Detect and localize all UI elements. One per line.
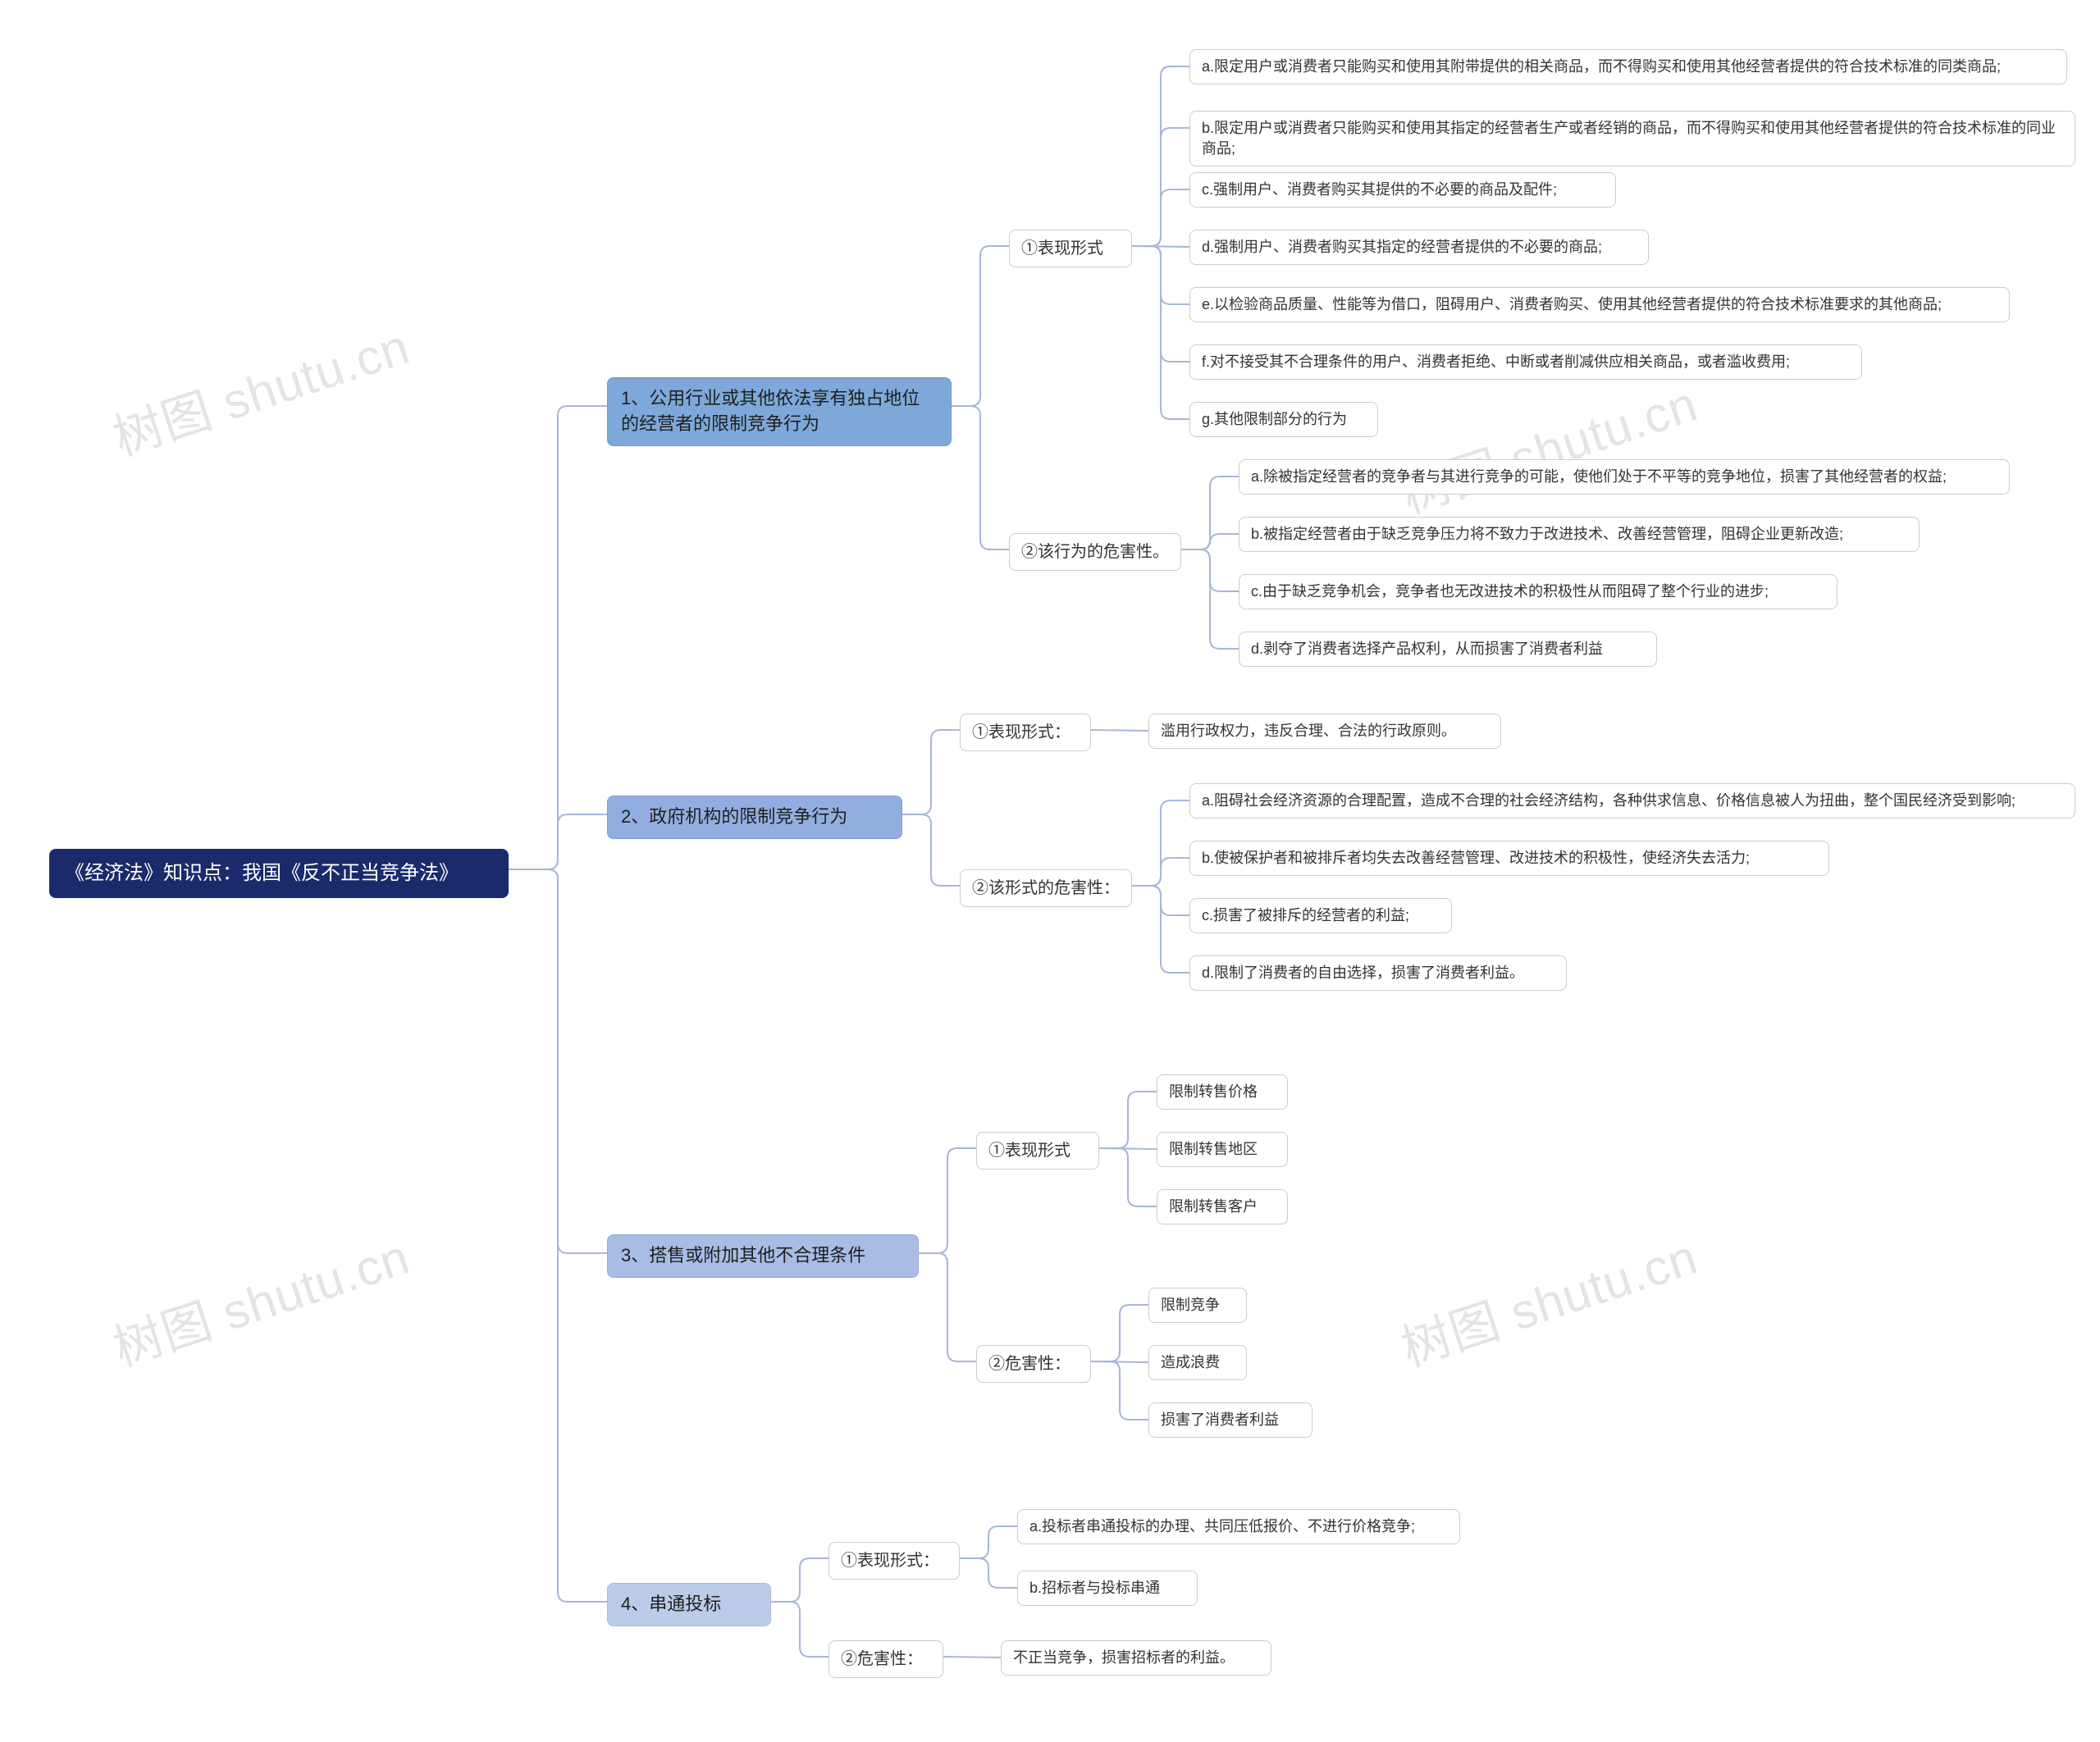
leaf-node: d.强制用户、消费者购买其指定的经营者提供的不必要的商品; bbox=[1189, 230, 1649, 265]
leaf-node: 损害了消费者利益 bbox=[1148, 1402, 1312, 1438]
branch-node: 2、政府机构的限制竞争行为 bbox=[607, 796, 902, 839]
mindmap-canvas: 树图 shutu.cn 树图 shutu.cn 树图 shutu.cn 树图 shut… bbox=[0, 0, 2100, 1742]
branch-node: 1、公用行业或其他依法享有独占地位的经营者的限制竞争行为 bbox=[607, 377, 952, 446]
leaf-node: c.强制用户、消费者购买其提供的不必要的商品及配件; bbox=[1189, 172, 1616, 207]
sub-node: ①表现形式 bbox=[976, 1132, 1099, 1170]
leaf-node: e.以检验商品质量、性能等为借口，阻碍用户、消费者购买、使用其他经营者提供的符合… bbox=[1189, 287, 2010, 322]
leaf-node: a.限定用户或消费者只能购买和使用其附带提供的相关商品，而不得购买和使用其他经营… bbox=[1189, 49, 2067, 84]
sub-node: ①表现形式： bbox=[960, 714, 1091, 751]
leaf-node: a.阻碍社会经济资源的合理配置，造成不合理的社会经济结构，各种供求信息、价格信息… bbox=[1189, 783, 2075, 819]
leaf-node: 限制转售客户 bbox=[1157, 1189, 1288, 1224]
branch-node: 4、串通投标 bbox=[607, 1583, 771, 1626]
sub-node: ①表现形式 bbox=[1009, 230, 1132, 267]
root-node: 《经济法》知识点：我国《反不正当竞争法》 bbox=[49, 849, 509, 898]
leaf-node: b.招标者与投标串通 bbox=[1017, 1571, 1198, 1606]
leaf-node: a.除被指定经营者的竞争者与其进行竞争的可能，使他们处于不平等的竞争地位，损害了… bbox=[1239, 459, 2010, 495]
sub-node: ①表现形式： bbox=[829, 1542, 960, 1580]
sub-node: ②该行为的危害性。 bbox=[1009, 533, 1181, 571]
leaf-node: b.使被保护者和被排斥者均失去改善经营管理、改进技术的积极性，使经济失去活力; bbox=[1189, 841, 1829, 876]
branch-node: 3、搭售或附加其他不合理条件 bbox=[607, 1234, 919, 1278]
leaf-node: 限制竞争 bbox=[1148, 1288, 1247, 1323]
leaf-node: c.由于缺乏竞争机会，竞争者也无改进技术的积极性从而阻碍了整个行业的进步; bbox=[1239, 574, 1838, 609]
watermark: 树图 shutu.cn bbox=[103, 307, 418, 469]
leaf-node: d.限制了消费者的自由选择，损害了消费者利益。 bbox=[1189, 955, 1567, 991]
leaf-node: c.损害了被排斥的经营者的利益; bbox=[1189, 898, 1452, 933]
sub-node: ②该形式的危害性： bbox=[960, 869, 1132, 907]
watermark: 树图 shutu.cn bbox=[103, 1217, 418, 1379]
leaf-node: g.其他限制部分的行为 bbox=[1189, 402, 1378, 437]
leaf-node: 不正当竞争，损害招标者的利益。 bbox=[1001, 1640, 1271, 1676]
leaf-node: d.剥夺了消费者选择产品权利，从而损害了消费者利益 bbox=[1239, 632, 1657, 667]
leaf-node: f.对不接受其不合理条件的用户、消费者拒绝、中断或者削减供应相关商品，或者滥收费… bbox=[1189, 344, 1862, 380]
sub-node: ②危害性： bbox=[976, 1345, 1091, 1383]
leaf-node: b.被指定经营者由于缺乏竞争压力将不致力于改进技术、改善经营管理，阻碍企业更新改… bbox=[1239, 517, 1920, 552]
leaf-node: 滥用行政权力，违反合理、合法的行政原则。 bbox=[1148, 714, 1501, 749]
watermark: 树图 shutu.cn bbox=[1391, 1217, 1705, 1379]
leaf-node: 限制转售价格 bbox=[1157, 1074, 1288, 1110]
sub-node: ②危害性： bbox=[829, 1640, 943, 1678]
leaf-node: 造成浪费 bbox=[1148, 1345, 1247, 1380]
leaf-node: 限制转售地区 bbox=[1157, 1132, 1288, 1167]
watermark: 树图 shutu.cn bbox=[1391, 364, 1705, 527]
leaf-node: b.限定用户或消费者只能购买和使用其指定的经营者生产或者经销的商品，而不得购买和… bbox=[1189, 111, 2075, 166]
leaf-node: a.投标者串通投标的办理、共同压低报价、不进行价格竞争; bbox=[1017, 1509, 1460, 1544]
